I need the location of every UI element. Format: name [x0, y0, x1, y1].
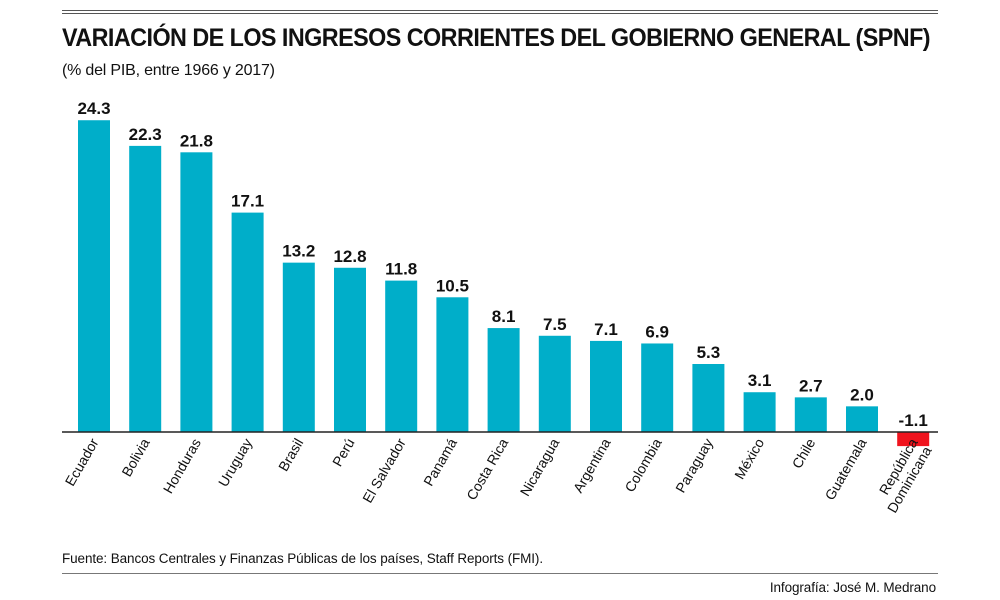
category-label-7: Panamá	[420, 435, 460, 488]
bar-8	[487, 328, 520, 432]
category-label-line: Argentina	[570, 435, 614, 495]
bar-11	[641, 343, 674, 432]
data-label-5: 12.8	[333, 247, 366, 266]
bar-7	[436, 297, 469, 432]
category-label-line: Honduras	[160, 436, 204, 497]
category-label-1: Bolivia	[118, 435, 153, 479]
category-label-line: Ecuador	[62, 435, 102, 488]
category-label-line: Panamá	[420, 435, 460, 488]
category-label-9: Nicaragua	[517, 435, 563, 498]
bar-12	[692, 364, 725, 432]
bar-6	[385, 280, 418, 432]
data-label-6: 11.8	[385, 260, 417, 279]
bar-9	[538, 335, 571, 432]
data-label-14: 2.7	[799, 376, 823, 395]
bar-3	[231, 212, 264, 432]
category-label-5: Perú	[329, 436, 358, 470]
category-label-line: Paraguay	[672, 436, 716, 496]
category-label-line: Perú	[329, 436, 358, 470]
data-label-10: 7.1	[594, 320, 618, 339]
credit-note: Infografía: José M. Medrano	[769, 580, 936, 595]
bar-chart: 24.3 Ecuador 22.3 Bolivia 21.8 Honduras 17.1 Ur…	[62, 99, 938, 516]
category-label-line: Nicaragua	[517, 435, 563, 498]
category-label-12: Paraguay	[672, 436, 716, 496]
bar-0	[78, 120, 110, 432]
category-label-0: Ecuador	[62, 435, 102, 488]
bar-2	[180, 152, 213, 432]
data-label-16: -1.1	[899, 411, 928, 430]
category-label-line: El Salvador	[359, 435, 409, 505]
category-label-4: Brasil	[275, 436, 306, 474]
category-label-line: Bolivia	[118, 435, 153, 479]
bottom-rule	[62, 573, 938, 574]
bar-10	[590, 340, 622, 432]
data-label-13: 3.1	[748, 371, 772, 390]
category-label-line: Colombia	[621, 435, 665, 494]
category-label-line: Uruguay	[215, 436, 255, 490]
category-label-14: Chile	[789, 435, 819, 471]
category-label-6: El Salvador	[359, 435, 409, 505]
category-label-line: Brasil	[275, 436, 306, 474]
chart-title: VARIACIÓN DE LOS INGRESOS CORRIENTES DEL…	[62, 24, 931, 52]
data-label-4: 13.2	[282, 242, 315, 261]
bar-5	[334, 267, 366, 432]
category-label-line: Costa Rica	[463, 435, 511, 502]
data-label-2: 21.8	[180, 131, 213, 150]
bar-14	[794, 397, 827, 432]
data-label-8: 8.1	[492, 307, 516, 326]
data-label-15: 2.0	[850, 385, 874, 404]
bar-1	[129, 145, 162, 433]
bar-13	[743, 392, 776, 432]
category-label-3: Uruguay	[215, 436, 255, 490]
bar-4	[282, 262, 315, 432]
category-label-16: RepúblicaDominicana	[870, 435, 935, 515]
data-label-7: 10.5	[436, 276, 469, 295]
category-label-line: Guatemala	[821, 435, 869, 502]
data-label-9: 7.5	[543, 315, 567, 334]
bar-16	[897, 432, 930, 447]
data-label-0: 24.3	[77, 99, 110, 118]
category-label-11: Colombia	[621, 435, 665, 494]
category-label-15: Guatemala	[821, 435, 869, 502]
category-label-8: Costa Rica	[463, 435, 511, 502]
category-label-line: México	[731, 435, 767, 482]
data-label-1: 22.3	[129, 125, 162, 144]
source-note: Fuente: Bancos Centrales y Finanzas Públ…	[62, 551, 543, 566]
category-label-2: Honduras	[160, 436, 204, 497]
top-rule	[62, 10, 938, 14]
data-label-11: 6.9	[645, 322, 669, 341]
bar-15	[846, 406, 878, 432]
category-label-13: México	[731, 435, 767, 482]
chart-subtitle: (% del PIB, entre 1966 y 2017)	[62, 62, 275, 79]
data-label-12: 5.3	[697, 343, 721, 362]
category-label-line: Chile	[789, 435, 819, 471]
data-label-3: 17.1	[231, 192, 264, 211]
category-label-10: Argentina	[570, 435, 614, 495]
